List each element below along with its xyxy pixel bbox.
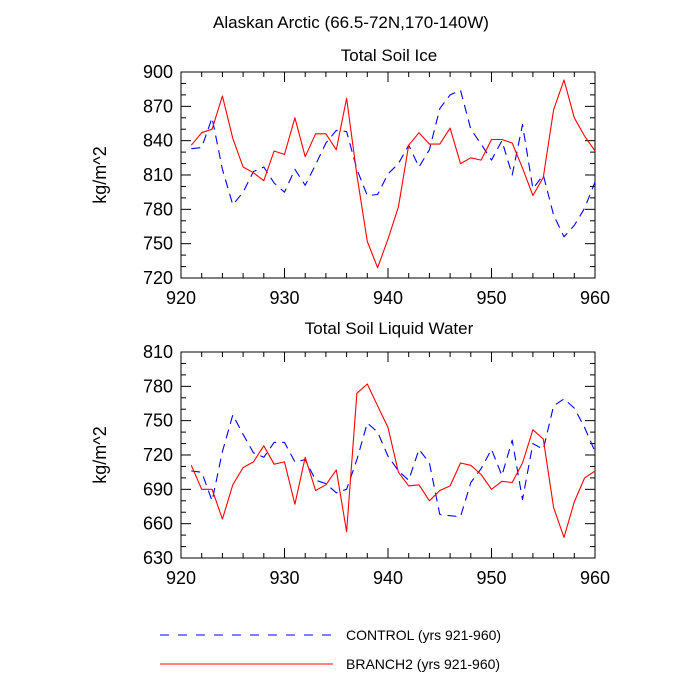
x-tick-label: 920 [166,288,196,308]
y-tick-label: 690 [143,479,173,499]
series-line-control [191,398,596,518]
x-tick-label: 940 [373,568,403,588]
y-tick-label: 780 [143,199,173,219]
x-tick-label: 950 [476,288,506,308]
legend-label-branch2: BRANCH2 (yrs 921-960) [346,656,500,672]
series-line-branch2 [190,79,596,269]
x-tick-label: 950 [476,568,506,588]
plot-frame [180,71,596,279]
x-tick-label: 960 [580,288,610,308]
x-tick-label: 930 [269,288,299,308]
legend-label-control: CONTROL (yrs 921-960) [346,627,501,643]
x-tick-label: 960 [580,568,610,588]
chart-title: Total Soil Liquid Water [305,319,474,338]
x-tick-label: 940 [373,288,403,308]
chart-panel-soil-liquid-water: Total Soil Liquid Water kg/m^2 920 930 940… [90,319,610,588]
chart-title: Total Soil Ice [341,46,437,65]
y-tick-label: 720 [143,268,173,288]
y-tick-label: 750 [143,411,173,431]
axis-ticks: 920 930 940 950 960 720 750 780 810 840 870 900 [143,62,610,308]
x-tick-label: 930 [269,568,299,588]
y-tick-label: 870 [143,96,173,116]
series-line-branch2 [190,383,596,538]
x-tick-label: 920 [166,568,196,588]
y-tick-label: 810 [143,165,173,185]
series-line-control [191,89,596,238]
y-tick-label: 720 [143,445,173,465]
y-axis-label: kg/m^2 [90,146,110,203]
y-tick-label: 840 [143,131,173,151]
series-lines [190,79,596,269]
y-tick-label: 630 [143,548,173,568]
chart-panel-soil-ice: Total Soil Ice kg/m^2 920 930 940 950 960 720… [90,46,610,308]
y-tick-label: 660 [143,514,173,534]
y-tick-label: 900 [143,62,173,82]
y-tick-label: 810 [143,342,173,362]
figure-title: Alaskan Arctic (66.5-72N,170-140W) [213,13,489,32]
axis-ticks: 920 930 940 950 960 630 660 690 720 750 780 810 [143,342,610,588]
y-axis-label: kg/m^2 [90,426,110,483]
y-tick-label: 750 [143,234,173,254]
y-tick-label: 780 [143,376,173,396]
series-lines [190,383,596,538]
legend: CONTROL (yrs 921-960) BRANCH2 (yrs 921-9… [160,627,501,672]
